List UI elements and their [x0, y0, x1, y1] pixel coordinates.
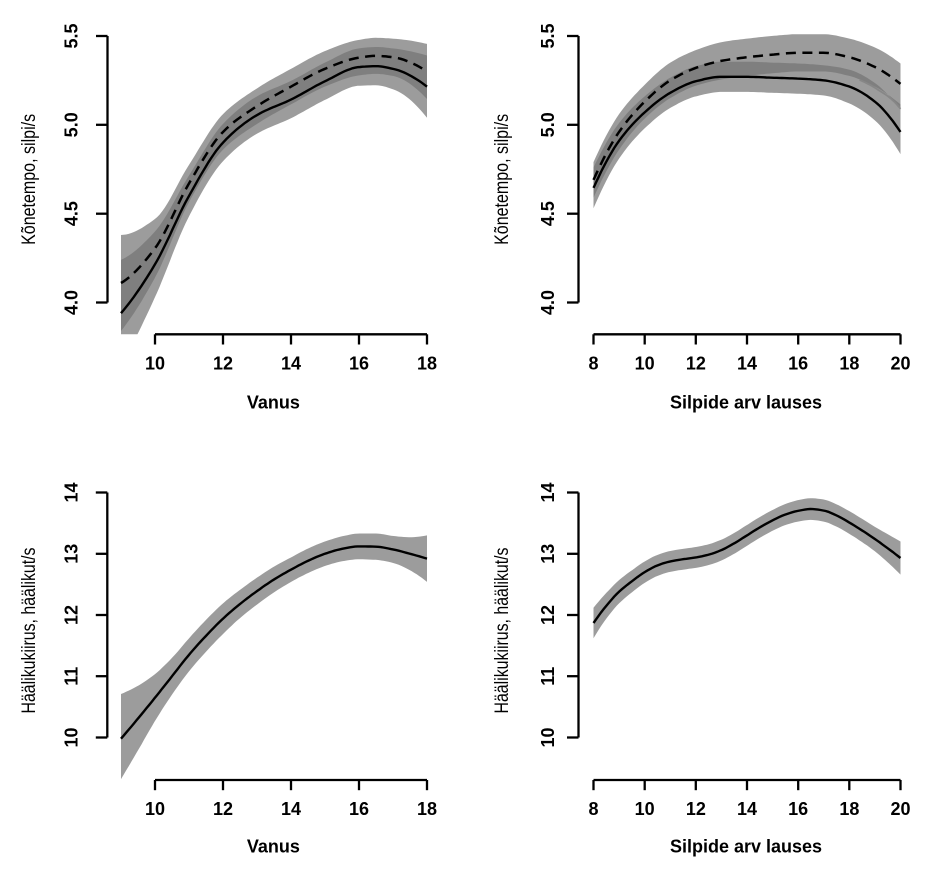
- svg-text:18: 18: [839, 799, 859, 819]
- svg-text:16: 16: [349, 354, 369, 374]
- svg-text:14: 14: [281, 354, 301, 374]
- svg-text:14: 14: [281, 799, 301, 819]
- svg-text:4.5: 4.5: [62, 201, 82, 226]
- svg-text:10: 10: [635, 354, 655, 374]
- svg-text:Silpide arv lauses: Silpide arv lauses: [670, 393, 822, 413]
- svg-text:18: 18: [417, 354, 437, 374]
- svg-text:Vanus: Vanus: [247, 393, 300, 413]
- svg-text:16: 16: [788, 799, 808, 819]
- svg-text:12: 12: [62, 605, 82, 625]
- svg-text:Kõnetempo, silpi/s: Kõnetempo, silpi/s: [492, 114, 513, 245]
- svg-text:8: 8: [588, 354, 598, 374]
- svg-text:18: 18: [417, 799, 437, 819]
- svg-text:Kõnetempo, silpi/s: Kõnetempo, silpi/s: [19, 114, 40, 245]
- svg-text:13: 13: [62, 544, 82, 564]
- svg-text:Silpide arv lauses: Silpide arv lauses: [670, 837, 822, 857]
- svg-text:12: 12: [538, 605, 558, 625]
- svg-text:5.0: 5.0: [538, 112, 558, 137]
- svg-text:11: 11: [62, 667, 82, 686]
- svg-text:16: 16: [788, 354, 808, 374]
- svg-text:14: 14: [62, 482, 82, 502]
- svg-text:13: 13: [538, 544, 558, 564]
- svg-text:12: 12: [686, 799, 706, 819]
- svg-text:14: 14: [737, 799, 757, 819]
- svg-text:5.5: 5.5: [538, 23, 558, 48]
- svg-text:12: 12: [213, 799, 233, 819]
- svg-text:4.0: 4.0: [538, 290, 558, 315]
- svg-text:18: 18: [839, 354, 859, 374]
- svg-text:16: 16: [349, 799, 369, 819]
- svg-text:20: 20: [890, 354, 910, 374]
- svg-text:10: 10: [635, 799, 655, 819]
- svg-text:10: 10: [145, 799, 165, 819]
- svg-text:12: 12: [686, 354, 706, 374]
- svg-text:11: 11: [538, 667, 558, 686]
- svg-text:5.0: 5.0: [62, 112, 82, 137]
- svg-text:20: 20: [890, 799, 910, 819]
- svg-text:Vanus: Vanus: [247, 837, 300, 857]
- svg-text:14: 14: [538, 482, 558, 502]
- svg-text:10: 10: [538, 727, 558, 747]
- svg-text:5.5: 5.5: [62, 23, 82, 48]
- svg-text:8: 8: [588, 799, 598, 819]
- svg-text:10: 10: [62, 727, 82, 747]
- svg-text:Häälikukiirus, häälikut/s: Häälikukiirus, häälikut/s: [492, 548, 513, 714]
- svg-text:14: 14: [737, 354, 757, 374]
- svg-text:12: 12: [213, 354, 233, 374]
- svg-text:4.0: 4.0: [62, 290, 82, 315]
- svg-text:Häälikukiirus, häälikut/s: Häälikukiirus, häälikut/s: [19, 548, 40, 714]
- svg-text:4.5: 4.5: [538, 201, 558, 226]
- svg-text:10: 10: [145, 354, 165, 374]
